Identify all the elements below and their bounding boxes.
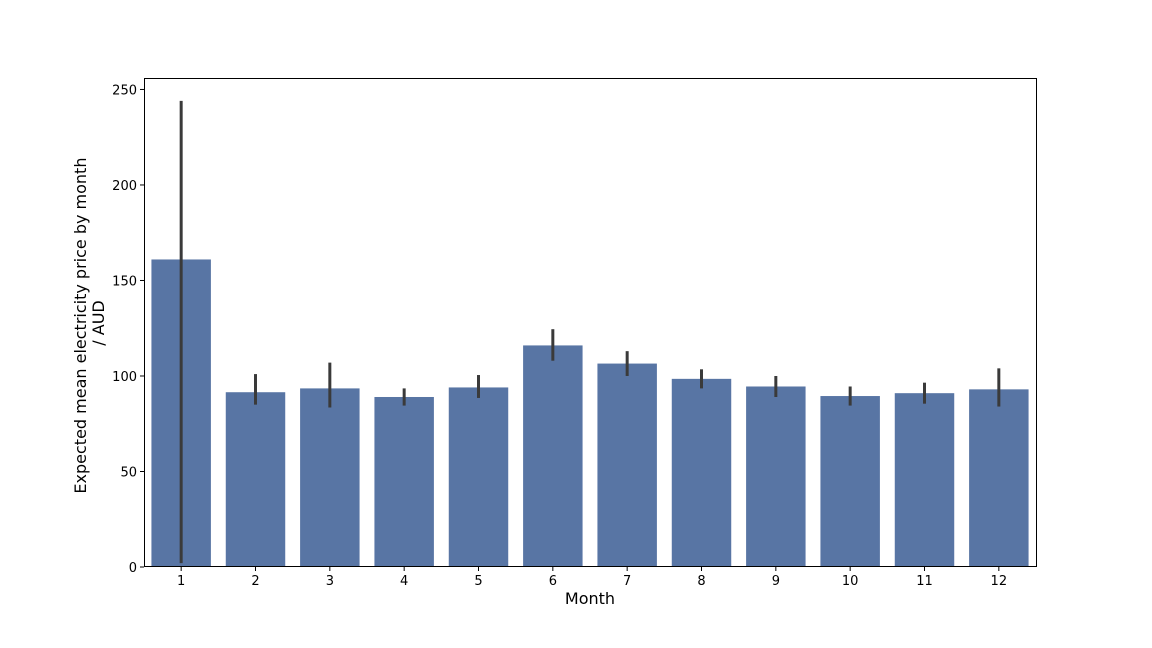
bar-month-5 (448, 387, 509, 567)
bar-month-3 (300, 388, 360, 567)
bar-month-12 (969, 389, 1029, 567)
y-tick-label: 0 (129, 561, 137, 576)
bar-month-2 (225, 392, 286, 567)
y-axis: 0 50 100 150 200 250 (112, 83, 144, 576)
x-tick-label: 8 (697, 574, 705, 589)
x-tick-label: 6 (549, 574, 557, 589)
bar-month-10 (820, 396, 880, 567)
y-tick-label: 250 (112, 83, 137, 98)
y-tick-label: 100 (112, 370, 137, 385)
bar-month-8 (671, 378, 732, 567)
bar-month-11 (894, 393, 955, 567)
x-tick-label: 2 (251, 574, 259, 589)
x-tick-label: 10 (842, 574, 859, 589)
y-axis-title-line2: / AUD (89, 300, 108, 345)
error-bars-group (179, 100, 1001, 564)
x-tick-label: 4 (400, 574, 408, 589)
x-axis-title: Month (565, 589, 615, 608)
y-axis-title: Expected mean electricity price by month… (71, 152, 108, 493)
y-tick-label: 150 (112, 274, 137, 289)
y-tick-label: 200 (112, 179, 137, 194)
y-tick-label: 50 (120, 465, 137, 480)
x-tick-label: 7 (623, 574, 631, 589)
y-axis-title-line1: Expected mean electricity price by month (71, 158, 90, 494)
x-axis: 1 2 3 4 5 6 7 8 9 10 11 12 (177, 567, 1007, 589)
x-tick-label: 3 (326, 574, 334, 589)
bar-month-4 (374, 396, 434, 567)
bar-month-6 (523, 345, 583, 567)
bars-group (151, 259, 1029, 567)
x-tick-label: 1 (177, 574, 185, 589)
x-tick-label: 5 (474, 574, 482, 589)
x-tick-label: 9 (772, 574, 780, 589)
bar-month-7 (597, 363, 657, 567)
plot-frame (144, 78, 1037, 567)
x-tick-label: 11 (916, 574, 933, 589)
bar-month-9 (746, 386, 806, 567)
x-tick-label: 12 (991, 574, 1008, 589)
